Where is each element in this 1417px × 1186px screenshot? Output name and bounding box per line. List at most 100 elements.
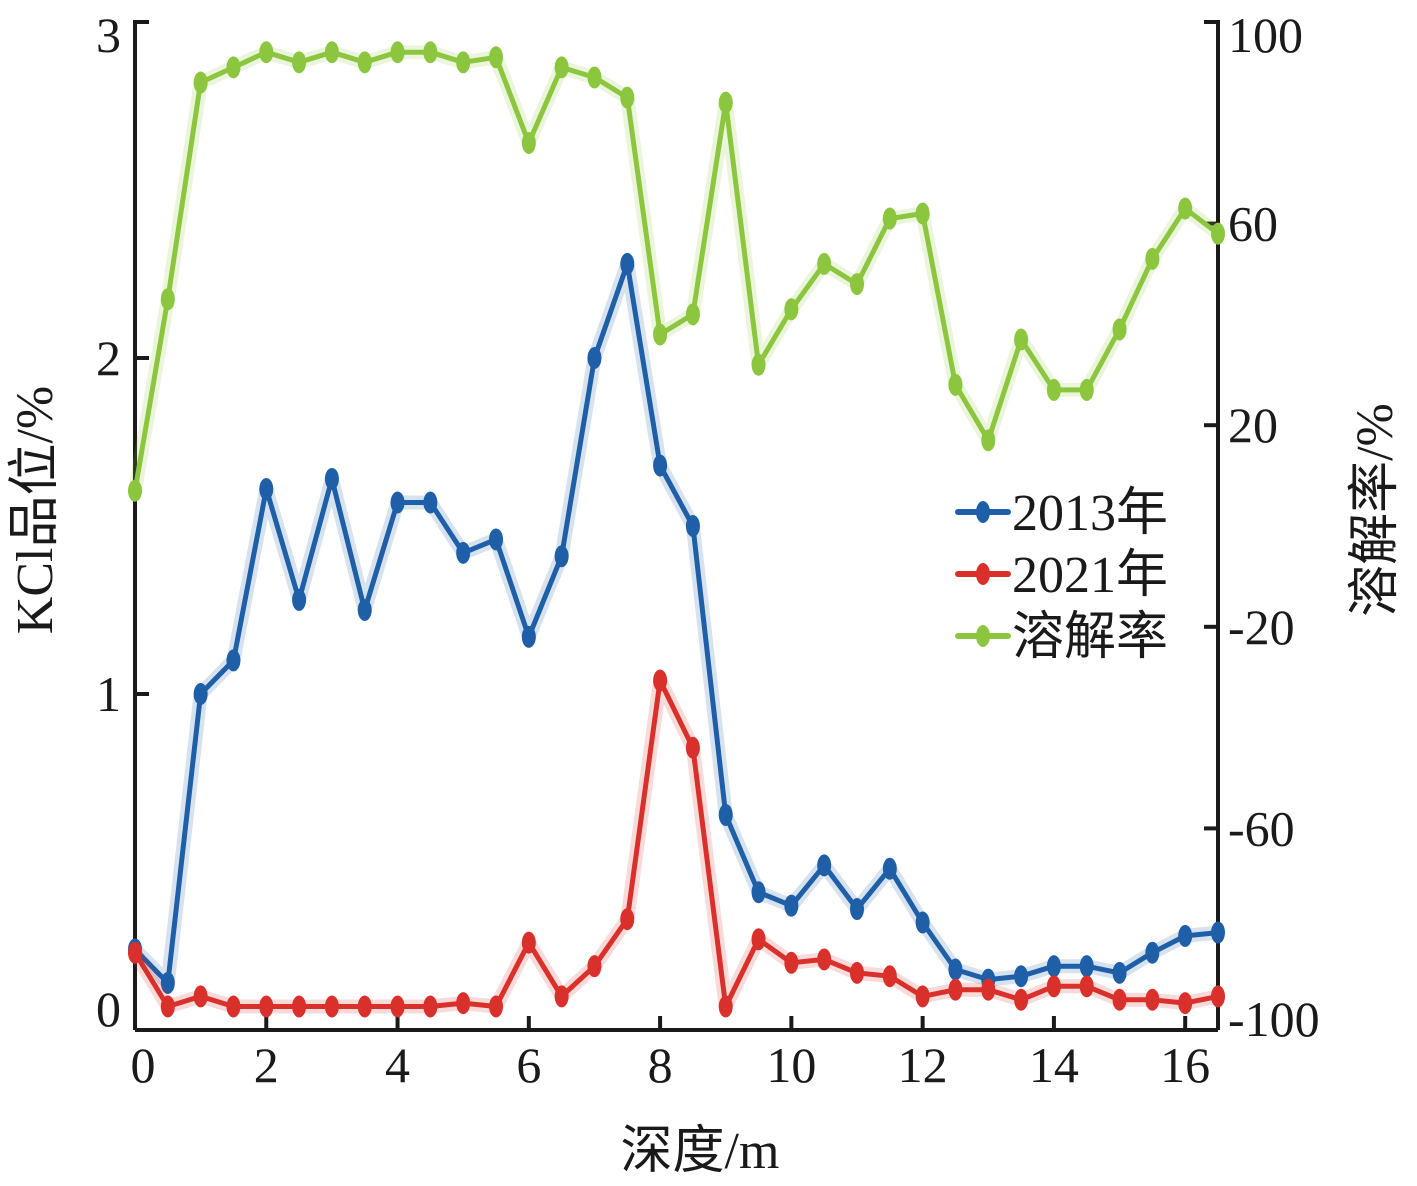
data-point: [193, 985, 208, 1008]
data-point: [554, 985, 569, 1008]
data-point: [160, 995, 175, 1018]
x-tick-label: 10: [766, 1037, 816, 1093]
data-point: [948, 373, 963, 396]
data-point: [882, 965, 897, 988]
data-point: [915, 911, 930, 934]
right-y-axis-title: 溶解率/%: [1347, 403, 1404, 617]
data-point: [587, 955, 602, 978]
data-point: [226, 649, 241, 672]
data-point: [981, 978, 996, 1001]
data-point: [357, 51, 372, 74]
data-point: [1145, 941, 1160, 964]
data-point: [1178, 992, 1193, 1015]
data-point: [1178, 924, 1193, 947]
data-point: [653, 454, 668, 477]
data-point: [850, 898, 864, 921]
data-point: [948, 978, 963, 1001]
data-point: [226, 56, 241, 79]
legend-label: 2013年: [1012, 485, 1168, 542]
data-point: [390, 995, 405, 1018]
data-point: [324, 41, 339, 64]
data-point: [1014, 328, 1029, 351]
series-glow-2: [128, 45, 1225, 498]
data-point: [1079, 955, 1094, 978]
legend-label: 2021年: [1012, 547, 1168, 604]
data-point: [882, 857, 897, 880]
data-point: [259, 478, 274, 501]
data-point: [587, 347, 602, 369]
data-point: [1014, 988, 1029, 1011]
data-point: [653, 323, 668, 346]
data-point: [1145, 247, 1160, 270]
data-point: [423, 491, 438, 514]
right-y-tick-label: -20: [1228, 599, 1295, 655]
right-y-tick-label: 20: [1228, 397, 1278, 453]
data-point: [718, 995, 733, 1018]
data-point: [915, 985, 930, 1008]
x-tick-label: 6: [516, 1037, 541, 1093]
x-tick-label: 4: [385, 1037, 410, 1093]
data-point: [685, 515, 700, 537]
data-point: [423, 995, 438, 1018]
right-y-tick-label: 60: [1228, 196, 1278, 252]
data-point: [521, 625, 536, 648]
data-point: [784, 951, 799, 974]
data-point: [193, 71, 208, 94]
data-point: [456, 992, 471, 1015]
x-tick-label: 16: [1160, 1037, 1210, 1093]
left-y-axis-title: KCl品位/%: [7, 386, 64, 634]
series-line-2: [132, 49, 1221, 494]
series-line-0: [132, 261, 1221, 986]
data-point: [817, 252, 832, 275]
data-point: [685, 736, 700, 759]
data-point: [620, 252, 635, 275]
data-point: [620, 908, 635, 931]
data-point: [915, 202, 930, 225]
data-point: [718, 803, 733, 826]
data-point: [390, 41, 405, 64]
legend-marker: [976, 563, 990, 585]
data-point: [685, 303, 700, 326]
data-point: [817, 854, 832, 877]
data-point: [1046, 955, 1061, 978]
x-axis-title: 深度/m: [621, 1123, 780, 1180]
data-point: [259, 995, 274, 1018]
x-tick-label: 2: [254, 1037, 279, 1093]
data-point: [587, 66, 602, 89]
data-point: [226, 995, 241, 1018]
data-point: [1211, 985, 1225, 1008]
data-point: [324, 467, 339, 490]
data-point: [817, 948, 832, 971]
data-point: [948, 958, 963, 981]
data-point: [128, 941, 142, 964]
series-line-1: [132, 678, 1221, 1009]
data-point: [1145, 988, 1160, 1011]
data-point: [1046, 975, 1061, 998]
data-point: [751, 881, 766, 904]
right-y-tick-label: -60: [1228, 800, 1295, 856]
data-point: [850, 961, 864, 984]
data-point: [456, 541, 471, 564]
data-point: [160, 288, 175, 311]
legend-marker: [976, 625, 990, 647]
data-point: [292, 588, 307, 611]
data-point: [850, 273, 864, 296]
data-point: [423, 41, 438, 64]
data-point: [357, 599, 372, 621]
data-point: [620, 86, 635, 109]
data-point: [718, 91, 733, 114]
data-point: [882, 207, 897, 230]
left-y-tick-label: 2: [96, 330, 121, 386]
right-y-tick-label: 100: [1228, 7, 1303, 63]
data-point: [751, 353, 766, 376]
data-point: [653, 669, 668, 692]
data-point: [489, 528, 503, 551]
data-point: [292, 995, 307, 1018]
data-point: [292, 51, 307, 74]
right-y-tick-label: -100: [1228, 991, 1320, 1047]
data-point: [128, 479, 142, 502]
left-y-tick-label: 1: [96, 666, 121, 722]
data-point: [193, 683, 208, 705]
data-point: [784, 298, 799, 321]
